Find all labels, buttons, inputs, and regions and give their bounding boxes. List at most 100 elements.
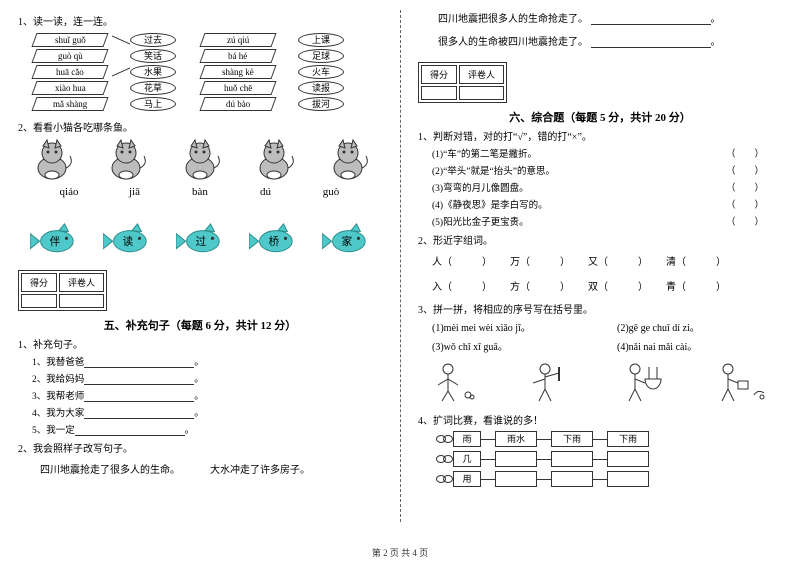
example-b: 大水冲走了许多房子。 bbox=[210, 461, 310, 476]
cont-text-2: 很多人的生命被四川地震抢走了。 bbox=[438, 37, 588, 48]
word-box[interactable] bbox=[495, 451, 537, 467]
paren-blank[interactable]: （ ） bbox=[726, 180, 764, 194]
word-oval: 水果 bbox=[130, 65, 176, 79]
column-divider bbox=[400, 10, 401, 522]
score-cell[interactable] bbox=[21, 294, 57, 308]
word-box[interactable] bbox=[551, 451, 593, 467]
fish-icon: 过 bbox=[176, 222, 224, 258]
paren-blank[interactable]: （ ） bbox=[726, 214, 764, 228]
char-start: 用 bbox=[453, 471, 481, 487]
judge-text: (4)《静夜思》是李白写的。 bbox=[432, 197, 548, 211]
blank[interactable] bbox=[591, 38, 711, 48]
cat-image bbox=[326, 138, 370, 182]
word-box[interactable]: 下雨 bbox=[607, 431, 649, 447]
char-row-1: 人（ ）万（ ）又（ ）清（ ） bbox=[432, 253, 782, 268]
word-oval: 过去 bbox=[130, 33, 176, 47]
match-row: huǒ chē读报 bbox=[202, 81, 344, 95]
left-column: 1、读一读，连一连。 shuǐ guǒ过去guò qù笑话huā cǎo水果xi… bbox=[0, 0, 400, 530]
fill-stem: 2、我给妈妈 bbox=[32, 375, 84, 385]
char: 青 bbox=[666, 282, 676, 293]
grader-label: 评卷人 bbox=[59, 273, 104, 292]
match-line bbox=[112, 33, 130, 47]
blank[interactable] bbox=[84, 358, 194, 368]
paren-blank[interactable]: （ ） bbox=[726, 146, 764, 160]
char-row-2: 入（ ）方（ ）双（ ）青（ ） bbox=[432, 278, 782, 293]
word-box[interactable] bbox=[607, 471, 649, 487]
match-left-block: shuǐ guǒ过去guò qù笑话huā cǎo水果xiào hua花草mǎ … bbox=[34, 31, 176, 113]
char-group: 清（ ） bbox=[666, 257, 726, 268]
word-oval: 笑话 bbox=[130, 49, 176, 63]
pinyin-item: (4)nǎi nai mǎi cài。 bbox=[617, 338, 778, 353]
cat-pinyin: jiā bbox=[110, 186, 160, 198]
pinyin-box: dú bào bbox=[199, 97, 276, 111]
judge-item: (5)阳光比金子更宝贵。（ ） bbox=[432, 214, 782, 228]
grader-cell[interactable] bbox=[59, 294, 104, 308]
score-box-left: 得分 评卷人 bbox=[18, 270, 107, 311]
match-row: huā cǎo水果 bbox=[34, 65, 176, 79]
fill-stem: 5、我一定 bbox=[32, 426, 75, 436]
match-row: shàng kè火车 bbox=[202, 65, 344, 79]
char-group: 入（ ） bbox=[432, 282, 492, 293]
judge-item: (3)弯弯的月儿像圆盘。 （ ） bbox=[432, 180, 782, 194]
word-box[interactable] bbox=[495, 471, 537, 487]
blank[interactable] bbox=[75, 426, 185, 436]
pinyin-item: (2)gē ge chuī dí zi。 bbox=[617, 319, 778, 334]
judge-item: (4)《静夜思》是李白写的。 （ ） bbox=[432, 197, 782, 211]
picture-item bbox=[617, 357, 677, 406]
char-group: 又（ ） bbox=[588, 257, 648, 268]
blank[interactable] bbox=[84, 409, 194, 419]
cat-image bbox=[178, 138, 222, 182]
judge-text: (3)弯弯的月儿像圆盘。 bbox=[432, 180, 529, 194]
chain-link bbox=[593, 479, 607, 480]
paren-blank[interactable]: （ ） bbox=[726, 197, 764, 211]
match-right-block: zú qiú上课bá hé足球shàng kè火车huǒ chē读报dú bào… bbox=[202, 31, 344, 113]
chain-row: 几 bbox=[436, 451, 782, 467]
char-group: 方（ ） bbox=[510, 282, 570, 293]
blank[interactable] bbox=[84, 375, 194, 385]
fish-icon: 伴 bbox=[30, 222, 78, 258]
fish-item[interactable]: 过 bbox=[176, 222, 224, 258]
fill-item: 5、我一定。 bbox=[32, 422, 382, 436]
example-a: 四川地震抢走了很多人的生命。 bbox=[40, 461, 180, 476]
word-box[interactable] bbox=[551, 471, 593, 487]
section6-title: 六、综合题（每题 5 分，共计 20 分） bbox=[418, 109, 782, 125]
chain-link bbox=[593, 439, 607, 440]
fish-item[interactable]: 桥 bbox=[249, 222, 297, 258]
word-box[interactable]: 下雨 bbox=[551, 431, 593, 447]
chain-row: 雨雨水下雨下雨 bbox=[436, 431, 782, 447]
chain-link bbox=[537, 459, 551, 460]
cont-line-1: 四川地震把很多人的生命抢走了。 。 bbox=[438, 10, 782, 25]
r-q3-title: 3、拼一拼，将相应的序号写在括号里。 bbox=[418, 301, 782, 316]
score-cell[interactable] bbox=[421, 86, 457, 100]
word-box[interactable]: 雨水 bbox=[495, 431, 537, 447]
chain-link bbox=[537, 439, 551, 440]
pictures-row bbox=[418, 357, 782, 406]
picture-item bbox=[428, 357, 488, 406]
fish-item[interactable]: 伴 bbox=[30, 222, 78, 258]
blank[interactable] bbox=[84, 392, 194, 402]
match-row: xiào hua花草 bbox=[34, 81, 176, 95]
blank[interactable] bbox=[591, 15, 711, 25]
svg-text:过: 过 bbox=[196, 235, 207, 248]
pinyin-box: shàng kè bbox=[199, 65, 276, 79]
paren-blank[interactable]: （ ） bbox=[726, 163, 764, 177]
fish-item[interactable]: 读 bbox=[103, 222, 151, 258]
pinyin-box: xiào hua bbox=[31, 81, 108, 95]
word-box[interactable] bbox=[607, 451, 649, 467]
svg-text:伴: 伴 bbox=[50, 235, 61, 248]
fill-item: 1、我替爸爸。 bbox=[32, 354, 382, 368]
pinyin-box: shuǐ guǒ bbox=[31, 33, 108, 47]
cat-image bbox=[104, 138, 148, 182]
q2-title: 2、看看小猫各吃哪条鱼。 bbox=[18, 119, 382, 134]
score-label: 得分 bbox=[21, 273, 57, 292]
svg-text:家: 家 bbox=[342, 235, 353, 248]
grader-cell[interactable] bbox=[459, 86, 504, 100]
cat-image bbox=[30, 138, 74, 182]
match-line bbox=[112, 65, 130, 79]
fish-item[interactable]: 家 bbox=[322, 222, 370, 258]
match-row: bá hé足球 bbox=[202, 49, 344, 63]
char-start: 雨 bbox=[453, 431, 481, 447]
cont-text-1: 四川地震把很多人的生命抢走了。 bbox=[438, 14, 588, 25]
cat-icon bbox=[30, 138, 74, 182]
match-exercise: shuǐ guǒ过去guò qù笑话huā cǎo水果xiào hua花草mǎ … bbox=[34, 31, 382, 113]
